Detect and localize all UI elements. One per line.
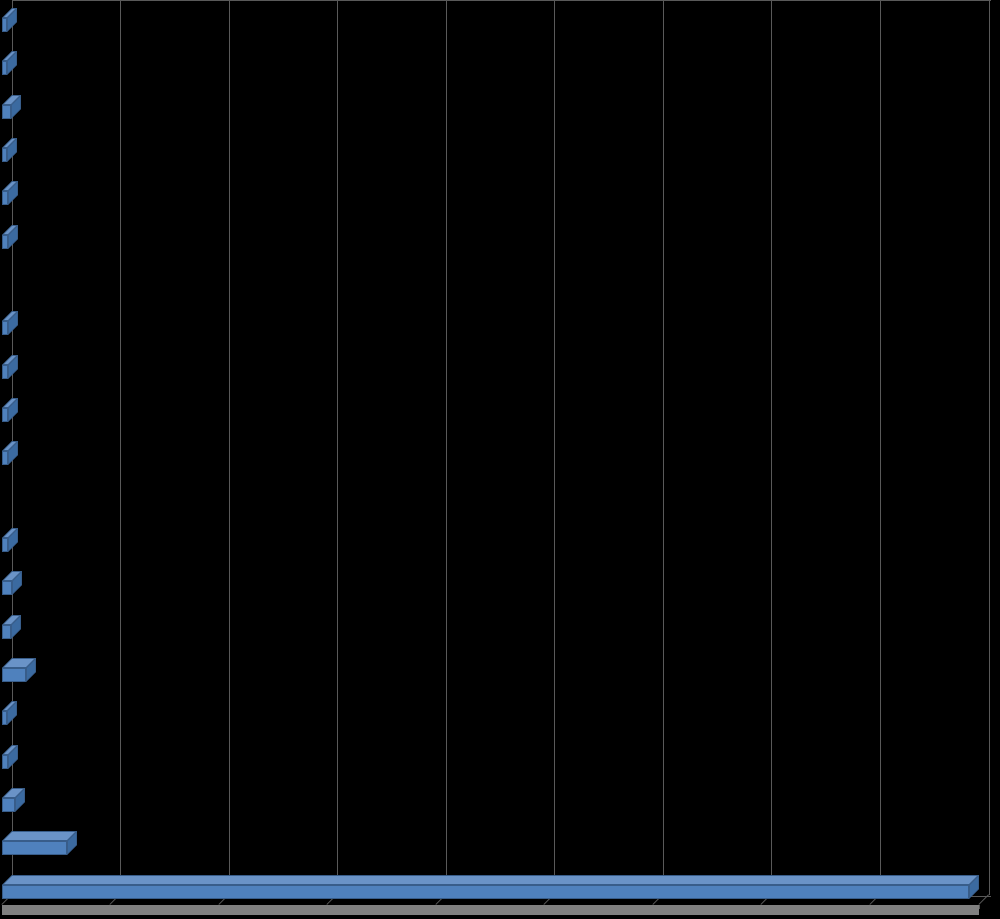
axis-tick <box>979 905 980 909</box>
bar <box>2 105 11 119</box>
gridline-vertical <box>337 0 338 895</box>
bar-top <box>2 831 77 841</box>
gridline-vertical <box>120 0 121 895</box>
chart-floor <box>2 905 979 915</box>
gridline-vertical <box>663 0 664 895</box>
gridline-vertical <box>446 0 447 895</box>
gridline-vertical <box>229 0 230 895</box>
gridline-vertical <box>880 0 881 895</box>
bar <box>2 841 67 855</box>
gridline-vertical <box>554 0 555 895</box>
bar <box>2 885 969 899</box>
gridline-vertical <box>989 0 990 895</box>
bar <box>2 581 12 595</box>
chart-back-wall <box>12 0 991 897</box>
gridline-vertical <box>771 0 772 895</box>
bar <box>2 668 26 682</box>
bar <box>2 798 15 812</box>
bar-top <box>2 875 979 885</box>
bar <box>2 625 11 639</box>
bar-chart <box>0 0 1000 919</box>
